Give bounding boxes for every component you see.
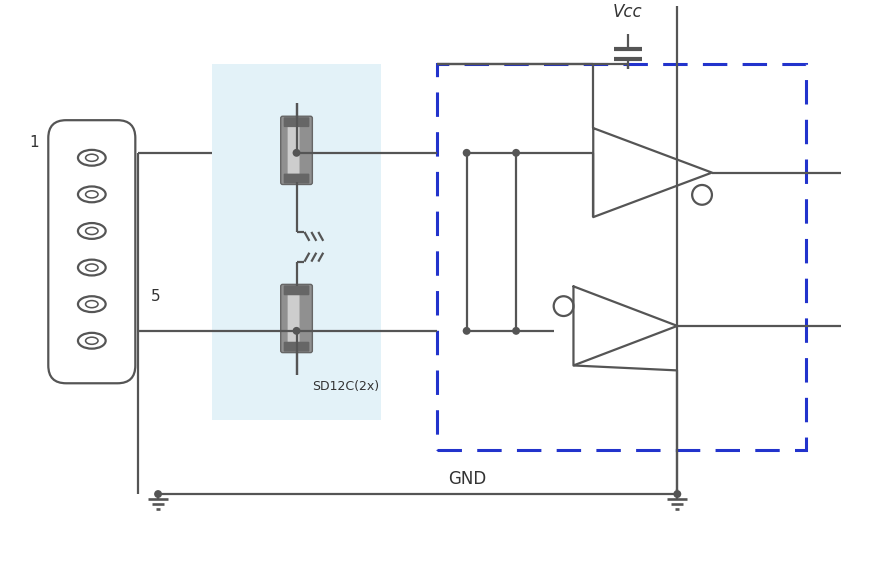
Ellipse shape <box>85 300 98 308</box>
Text: GND: GND <box>448 470 486 488</box>
Ellipse shape <box>85 337 98 345</box>
Circle shape <box>512 327 520 335</box>
Ellipse shape <box>85 154 98 161</box>
FancyBboxPatch shape <box>212 64 380 420</box>
Circle shape <box>292 149 300 157</box>
Text: 1: 1 <box>30 135 39 151</box>
Circle shape <box>462 149 470 157</box>
Text: SD12C(2x): SD12C(2x) <box>312 380 379 393</box>
Ellipse shape <box>85 191 98 198</box>
FancyBboxPatch shape <box>283 285 309 295</box>
Ellipse shape <box>78 260 105 275</box>
FancyBboxPatch shape <box>283 117 309 127</box>
Circle shape <box>462 327 470 335</box>
Text: Vcc: Vcc <box>613 4 642 21</box>
Ellipse shape <box>78 223 105 239</box>
FancyBboxPatch shape <box>288 122 299 179</box>
Circle shape <box>692 185 711 205</box>
Ellipse shape <box>78 150 105 166</box>
Ellipse shape <box>85 264 98 271</box>
Circle shape <box>553 296 573 316</box>
Circle shape <box>154 490 162 498</box>
FancyBboxPatch shape <box>281 116 312 185</box>
FancyBboxPatch shape <box>281 285 312 353</box>
FancyBboxPatch shape <box>283 173 309 183</box>
FancyBboxPatch shape <box>283 342 309 352</box>
Ellipse shape <box>78 296 105 312</box>
Ellipse shape <box>78 186 105 202</box>
Circle shape <box>673 490 680 498</box>
Circle shape <box>292 327 300 335</box>
FancyBboxPatch shape <box>288 290 299 347</box>
Text: 5: 5 <box>151 289 161 304</box>
Ellipse shape <box>78 333 105 349</box>
Circle shape <box>512 149 520 157</box>
Ellipse shape <box>85 228 98 235</box>
FancyBboxPatch shape <box>49 120 136 383</box>
